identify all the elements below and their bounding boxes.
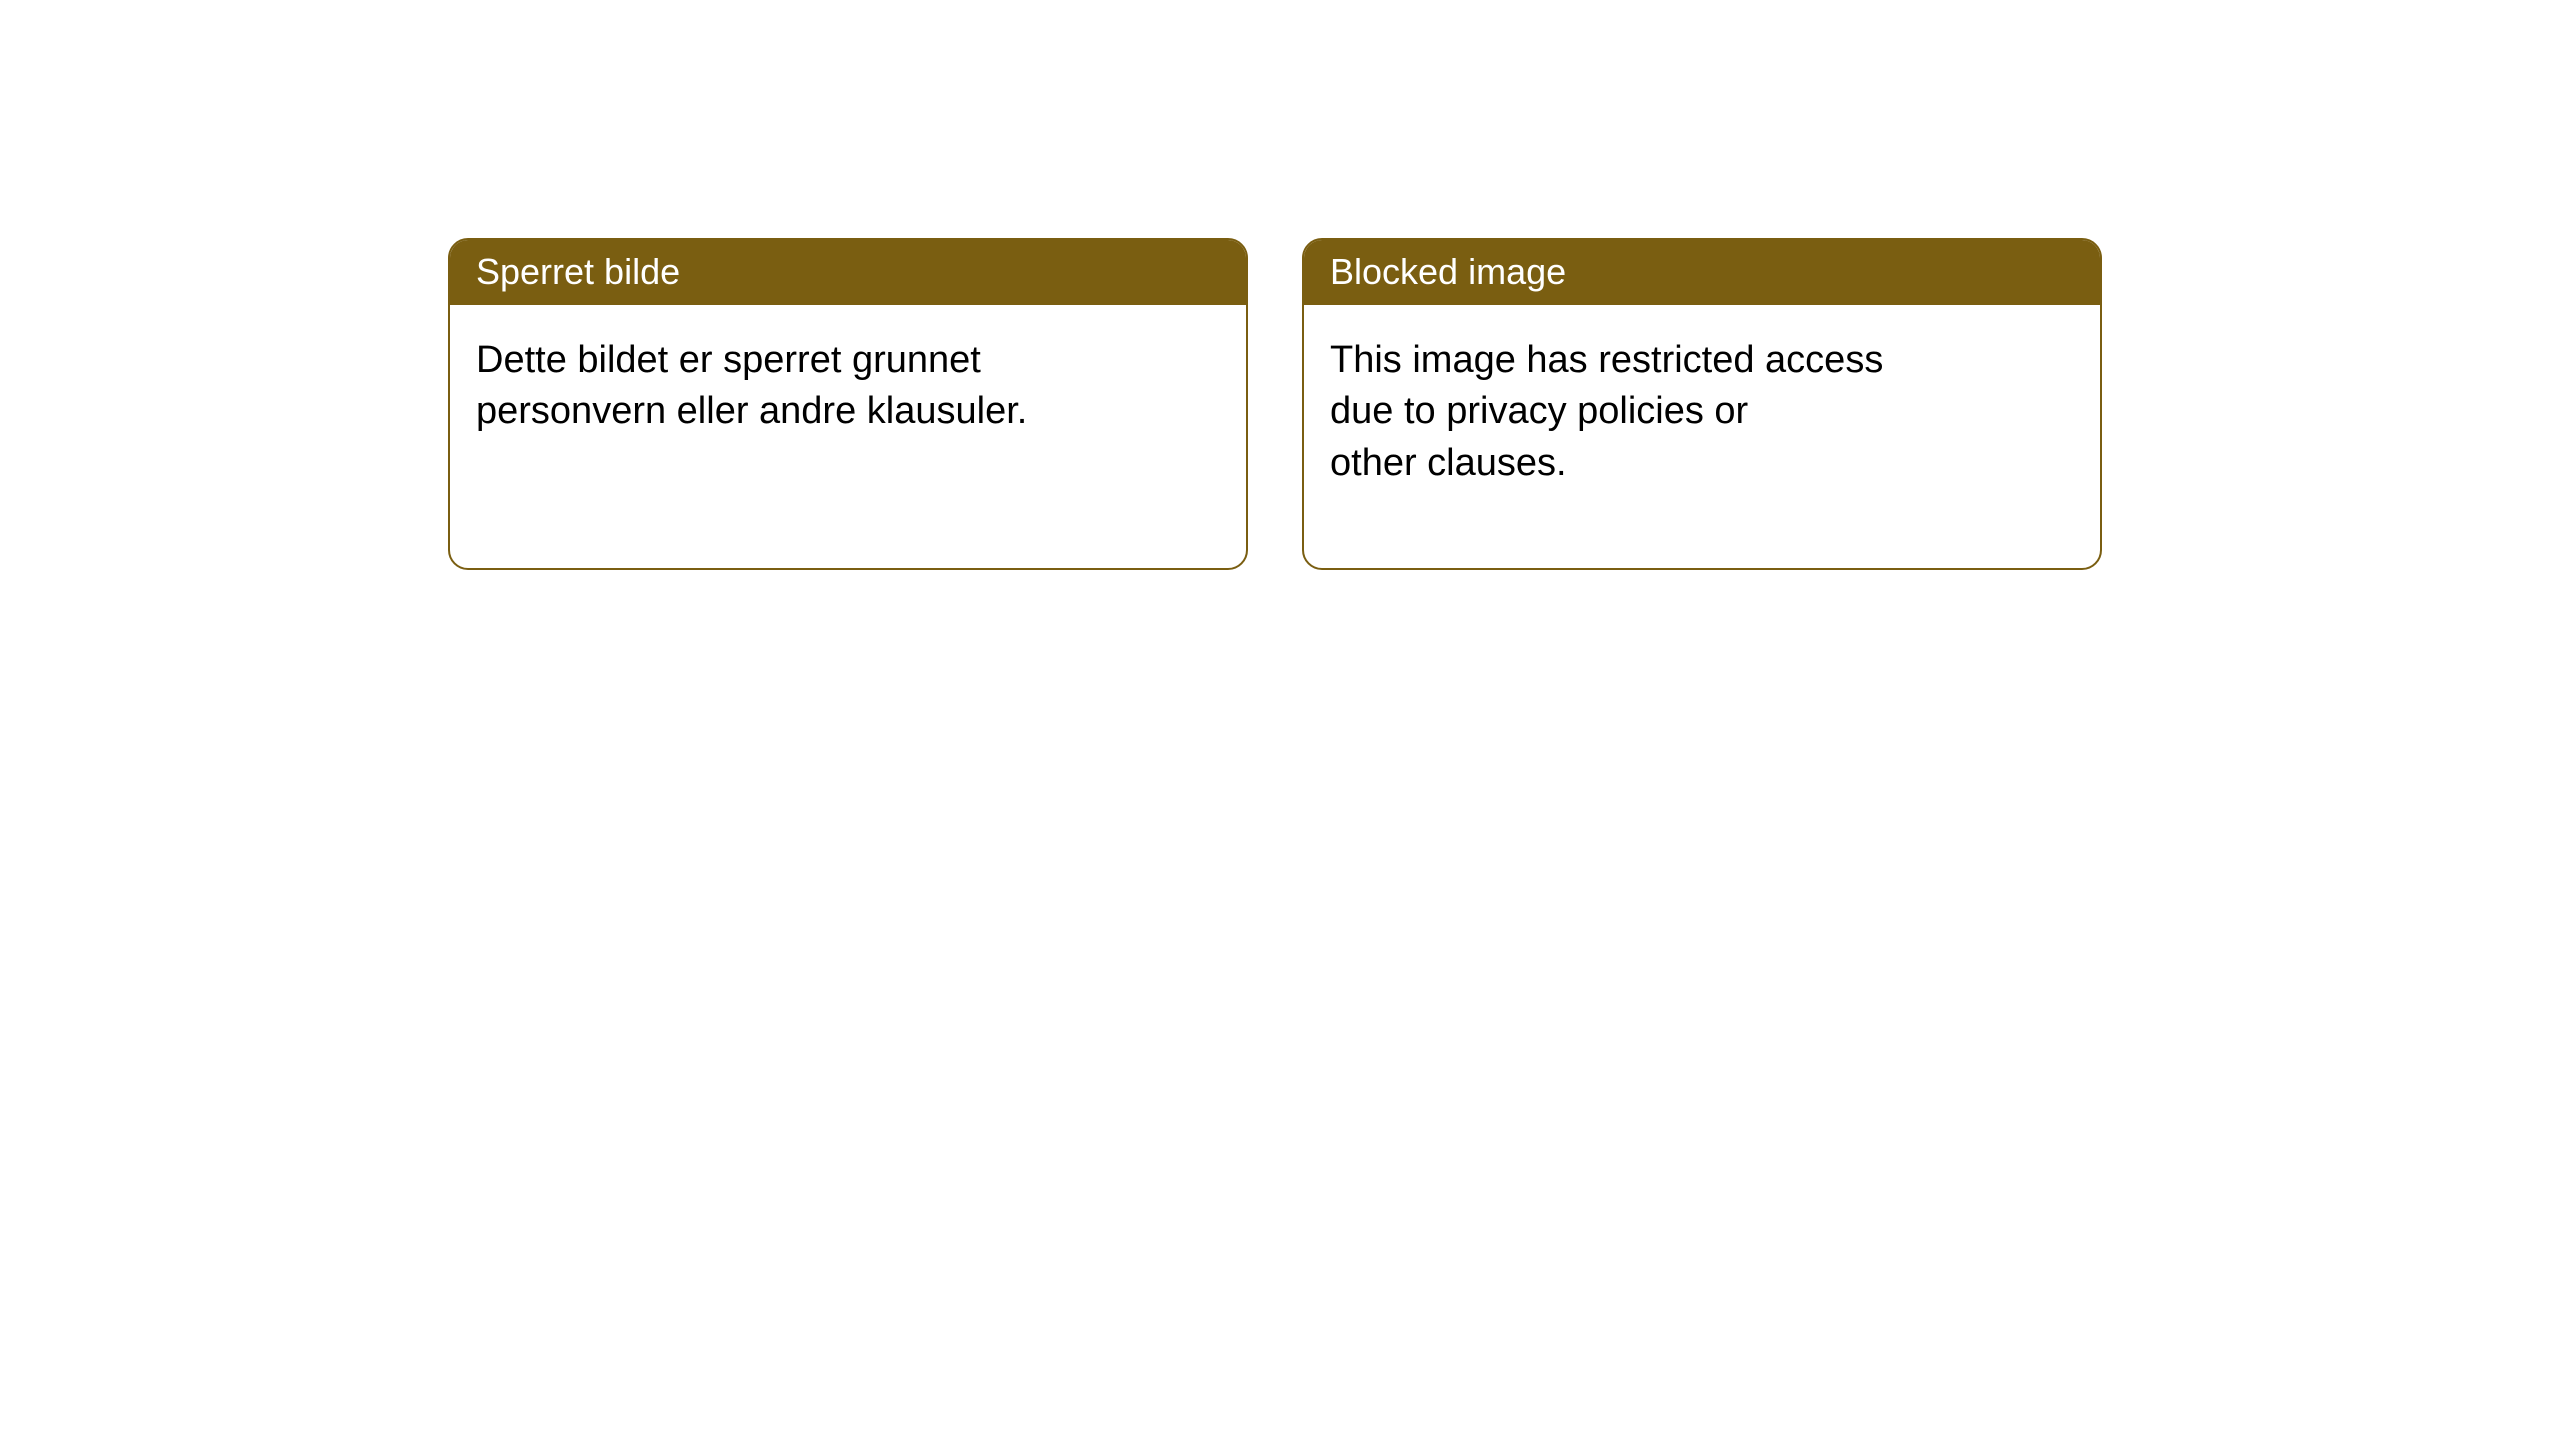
notice-body-norwegian: Dette bildet er sperret grunnet personve… bbox=[450, 305, 1246, 468]
notice-card-norwegian: Sperret bilde Dette bildet er sperret gr… bbox=[448, 238, 1248, 570]
notice-title-norwegian: Sperret bilde bbox=[450, 240, 1246, 305]
notice-container: Sperret bilde Dette bildet er sperret gr… bbox=[0, 0, 2560, 570]
notice-body-english: This image has restricted access due to … bbox=[1304, 305, 2100, 519]
notice-card-english: Blocked image This image has restricted … bbox=[1302, 238, 2102, 570]
notice-title-english: Blocked image bbox=[1304, 240, 2100, 305]
